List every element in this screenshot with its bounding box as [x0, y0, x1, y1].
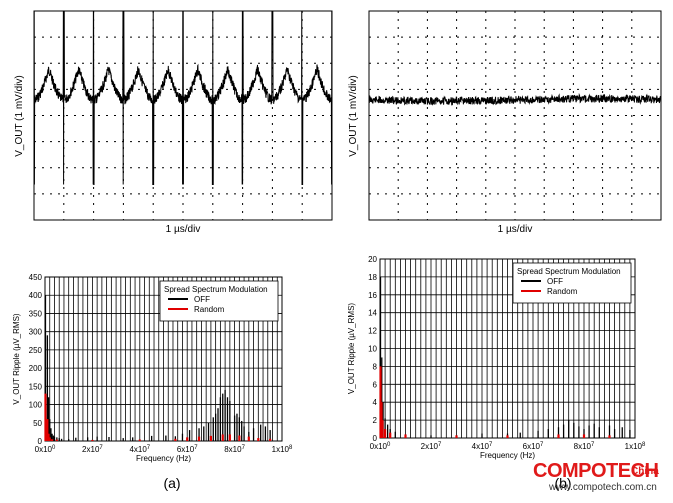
- watermark-title: COMPOTECH: [533, 460, 659, 482]
- scope-random-trace: [369, 92, 661, 106]
- spectrum-b-ytick-label: 20: [368, 255, 377, 264]
- scope-random-chart: V_OUT (1 mV/div) 1 µs/div: [348, 10, 662, 235]
- spectrum-a-ytick-label: 350: [29, 309, 43, 318]
- spectrum-a-xlabel: Frequency (Hz): [136, 454, 191, 463]
- spectrum-b-xtick-label: 0x100: [370, 442, 391, 451]
- spectrum-b-ytick-label: 0: [373, 434, 378, 443]
- compotech-watermark: COMPOTECH China www.compotech.com.cn: [533, 460, 671, 496]
- spectrum-b-xlabel: Frequency (Hz): [480, 451, 535, 460]
- spectrum-b-xtick-label: 4x107: [472, 442, 493, 451]
- spectrum-a-ytick-label: 400: [29, 291, 43, 300]
- spectrum-b-ytick-label: 14: [368, 309, 377, 318]
- spectrum-a-ytick-label: 50: [33, 419, 42, 428]
- spectrum-a-xtick-label: 6x107: [177, 445, 198, 454]
- spectrum-b-legend-label-off: OFF: [547, 277, 563, 286]
- spectrum-b-legend-box: [512, 262, 632, 304]
- scope-random-ylabel: V_OUT (1 mV/div): [348, 75, 359, 157]
- spectrum-a-xtick-label: 1x108: [272, 445, 293, 454]
- spectrum-b-xtick-label: 1x108: [625, 442, 646, 451]
- spectrum-b-xtick-label: 8x107: [574, 442, 595, 451]
- spectrum-b-ylabel: V_OUT Ripple (µV_RMS): [347, 303, 356, 394]
- scope-off-xlabel: 1 µs/div: [166, 224, 201, 235]
- watermark-url: www.compotech.com.cn: [549, 482, 657, 493]
- spectrum-a-xtick-label: 4x107: [129, 445, 150, 454]
- spectrum-a-ytick-label: 0: [38, 437, 43, 446]
- watermark-sub: China: [631, 466, 659, 477]
- scope-random-xlabel: 1 µs/div: [498, 224, 533, 235]
- spectrum-a-legend-box: [159, 280, 279, 322]
- spectrum-a-ytick-label: 450: [29, 273, 43, 282]
- spectrum-b-ytick-label: 8: [373, 362, 378, 371]
- spectrum-a-ytick-label: 150: [29, 382, 43, 391]
- spectrum-a-ytick-label: 250: [29, 346, 43, 355]
- spectrum-a-ytick-label: 300: [29, 328, 43, 337]
- spectrum-b-ytick-label: 6: [373, 380, 378, 389]
- caption-b: (b): [554, 475, 571, 491]
- spectrum-a-xtick-label: 0x100: [35, 445, 56, 454]
- scope-random-grid: [369, 11, 661, 220]
- scope-off-chart: V_OUT (1 mV/div) 1 µs/div: [14, 10, 333, 235]
- spectrum-b-xtick-label: 2x107: [421, 442, 442, 451]
- spectrum-a-xtick-label: 2x107: [82, 445, 103, 454]
- spectrum-a-legend-label-random: Random: [194, 305, 225, 314]
- spectrum-a-ytick-label: 100: [29, 401, 43, 410]
- spectrum-b-ytick-label: 4: [373, 398, 378, 407]
- spectrum-a-chart: 0 50 100 150 200 250 300 350 400 450 0x100 2x107 4x1…: [12, 273, 293, 463]
- spectrum-b-ytick-label: 16: [368, 291, 377, 300]
- spectrum-b-ytick-label: 2: [373, 416, 378, 425]
- spectrum-a-ylabel: V_OUT Ripple (µV_RMS): [12, 313, 21, 404]
- scope-off-ylabel: V_OUT (1 mV/div): [14, 75, 25, 157]
- spectrum-b-legend-title: Spread Spectrum Modulation: [517, 267, 621, 276]
- scope-off-trace: [34, 11, 332, 185]
- spectrum-b-ytick-label: 12: [368, 327, 377, 336]
- spectrum-a-legend-title: Spread Spectrum Modulation: [164, 285, 268, 294]
- spectrum-b-ytick-label: 18: [368, 273, 377, 282]
- spectrum-a-xtick-label: 8x107: [224, 445, 245, 454]
- spectrum-b-chart: 0 2 4 6 8 10 12 14 16 18 20 0x100 2x107 4x107 6x107 8x1…: [347, 255, 646, 460]
- spectrum-b-ytick-label: 10: [368, 345, 377, 354]
- spectrum-b-legend-label-random: Random: [547, 287, 578, 296]
- spectrum-b-xtick-label: 6x107: [523, 442, 544, 451]
- spectrum-a-ytick-label: 200: [29, 364, 43, 373]
- spectrum-a-legend-label-off: OFF: [194, 295, 210, 304]
- caption-a: (a): [163, 475, 180, 491]
